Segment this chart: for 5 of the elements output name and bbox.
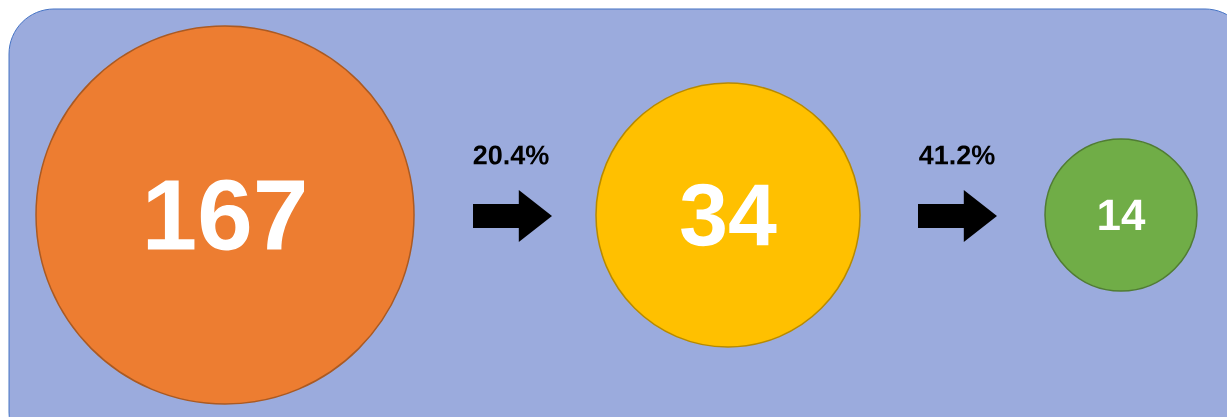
data-label: 34 [681,183,777,247]
text: 41.2% [919,145,995,165]
text: 20.4% [473,145,549,165]
data-label: 167 [147,179,305,251]
data-label: 14 [1099,199,1146,231]
